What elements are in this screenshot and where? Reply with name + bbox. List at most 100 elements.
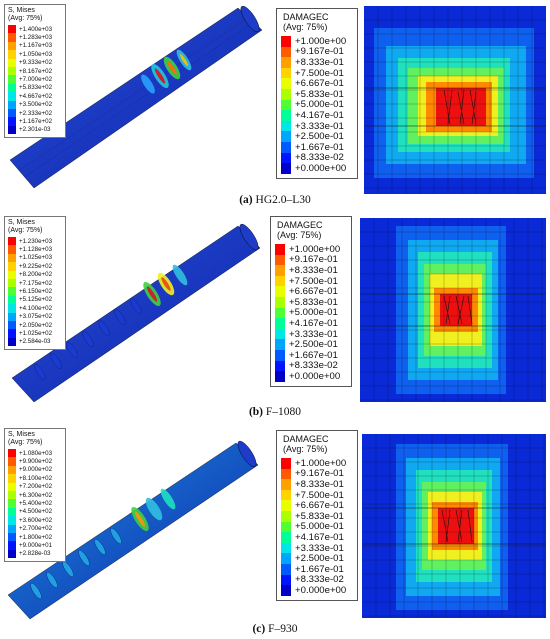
legend-row: +2.700e+02 <box>8 524 62 533</box>
legend-label: +0.000e+00 <box>295 162 347 174</box>
legend-row: +1.000e+00 <box>281 36 352 47</box>
legend-label: +8.200e+02 <box>19 271 53 279</box>
legend-swatch <box>275 286 285 297</box>
legend-swatch <box>281 163 291 174</box>
caption-b: (b) F–1080 <box>0 406 550 418</box>
legend-swatch <box>281 532 291 543</box>
legend-swatch <box>8 270 16 279</box>
legend-swatch <box>8 304 16 313</box>
legend-row: +5.833e+02 <box>8 83 62 93</box>
legend-row: +0.000e+00 <box>281 163 352 174</box>
damage-contour-c <box>362 434 546 618</box>
legend-label: +3.075e+02 <box>19 313 53 321</box>
legend-row: +2.500e-01 <box>281 131 352 142</box>
legend-row: +1.128e+03 <box>8 245 62 254</box>
legend-row: +1.025e+02 <box>8 329 62 338</box>
legend-label: +5.833e-01 <box>289 296 338 308</box>
legend-row: +8.333e-02 <box>281 574 352 585</box>
legend-label: +4.167e-01 <box>295 109 344 121</box>
legend-label: +9.000e+01 <box>19 541 53 549</box>
damage-legend-subtitle: (Avg: 75%) <box>283 444 328 454</box>
legend-swatch <box>8 108 16 118</box>
legend-label: +1.025e+03 <box>19 254 53 262</box>
legend-label: +9.000e+02 <box>19 466 53 474</box>
legend-row: +1.167e+02 <box>8 117 62 126</box>
legend-row: +8.167e+02 <box>8 66 62 76</box>
stress-legend-title: S, Mises <box>8 7 35 14</box>
legend-row: +4.167e-01 <box>281 110 352 121</box>
legend-row: +1.080e+03 <box>8 449 62 458</box>
legend-label: +1.050e+03 <box>19 50 53 58</box>
legend-swatch <box>281 152 291 164</box>
legend-label: +3.333e-01 <box>289 328 338 340</box>
legend-label: +5.400e+02 <box>19 500 53 508</box>
legend-label: +7.500e-01 <box>295 489 344 501</box>
legend-label: +1.167e+02 <box>19 117 53 125</box>
legend-label: +1.283e+03 <box>19 34 53 42</box>
legend-swatch <box>281 141 291 153</box>
legend-swatch <box>8 33 16 42</box>
legend-row: +3.333e-01 <box>281 543 352 554</box>
legend-label: +4.100e+02 <box>19 304 53 312</box>
legend-row: +8.200e+02 <box>8 270 62 279</box>
legend-swatch <box>275 307 285 319</box>
legend-row: +2.584e-03 <box>8 337 62 347</box>
legend-swatch <box>8 125 16 135</box>
legend-label: +9.333e+02 <box>19 59 53 67</box>
legend-row: +6.667e-01 <box>281 500 352 511</box>
legend-row: +7.200e+02 <box>8 482 62 491</box>
legend-swatch <box>8 507 16 517</box>
damage-legend-c: DAMAGEC (Avg: 75%) +1.000e+00 +9.167e-01 +… <box>276 430 358 601</box>
legend-label: +2.500e-01 <box>289 339 338 351</box>
legend-label: +3.500e+02 <box>19 101 53 109</box>
damage-contour-b <box>360 218 546 402</box>
legend-swatch <box>281 563 291 575</box>
legend-swatch <box>8 320 16 330</box>
stress-legend-rows: +1.230e+03 +1.128e+03 +1.025e+03 +9.225e+02… <box>5 235 65 349</box>
legend-label: +7.500e-01 <box>289 275 338 287</box>
caption-a: (a) HG2.0–L30 <box>0 194 550 206</box>
legend-row: +9.225e+02 <box>8 262 62 271</box>
stress-legend-subtitle: (Avg: 75%) <box>8 227 43 234</box>
legend-swatch <box>275 254 285 266</box>
legend-swatch <box>281 88 291 100</box>
legend-swatch <box>275 349 285 361</box>
legend-swatch <box>8 50 16 59</box>
legend-swatch <box>8 75 16 84</box>
legend-swatch <box>281 479 291 490</box>
rebar-stress-contour-a <box>9 5 263 189</box>
legend-label: +5.000e-01 <box>289 307 338 319</box>
legend-label: +7.500e-01 <box>295 67 344 79</box>
legend-swatch <box>281 500 291 511</box>
legend-label: +5.833e-01 <box>295 510 344 522</box>
legend-row: +1.667e-01 <box>275 350 346 361</box>
legend-swatch <box>8 245 16 254</box>
legend-swatch <box>8 287 16 296</box>
legend-label: +2.700e+02 <box>19 525 53 533</box>
legend-swatch <box>8 524 16 533</box>
legend-row: +9.167e-01 <box>281 468 352 480</box>
legend-label: +2.301e-03 <box>19 126 51 134</box>
legend-swatch <box>8 329 16 338</box>
legend-row: +4.667e+02 <box>8 92 62 101</box>
stress-legend-title: S, Mises <box>8 431 35 438</box>
legend-row: +7.175e+02 <box>8 278 62 288</box>
legend-row: +6.150e+02 <box>8 287 62 296</box>
legend-label: +8.333e-01 <box>295 56 344 68</box>
legend-swatch <box>281 521 291 533</box>
legend-swatch <box>275 275 285 287</box>
legend-row: +1.167e+03 <box>8 41 62 51</box>
legend-swatch <box>275 339 285 350</box>
caption-text: HG2.0–L30 <box>255 194 311 206</box>
legend-label: +1.667e-01 <box>295 563 344 575</box>
stress-legend-rows: +1.080e+03 +9.900e+02 +9.000e+02 +8.100e+02… <box>5 447 65 561</box>
legend-row: +9.167e-01 <box>275 254 346 266</box>
legend-swatch <box>8 66 16 76</box>
legend-row: +0.000e+00 <box>281 585 352 596</box>
legend-row: +2.301e-03 <box>8 125 62 135</box>
caption-text: F–1080 <box>265 406 302 418</box>
legend-label: +9.167e-01 <box>295 46 344 58</box>
legend-swatch <box>8 25 16 34</box>
legend-swatch <box>275 244 285 255</box>
legend-label: +9.167e-01 <box>295 468 344 480</box>
